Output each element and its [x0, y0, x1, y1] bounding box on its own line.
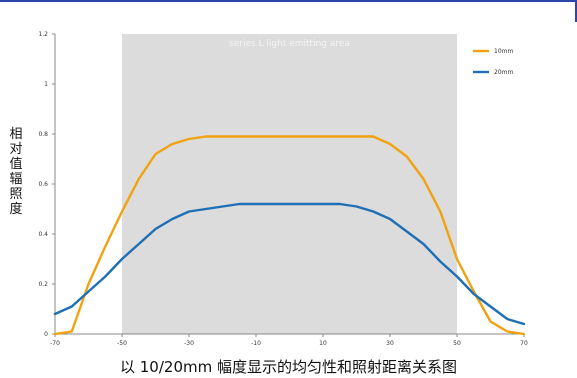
emitting-area-band: [122, 34, 457, 334]
y-axis-label: 相对值辐照度: [9, 127, 23, 217]
x-tick-label: -50: [117, 340, 127, 347]
x-tick-label: 50: [453, 340, 461, 347]
legend-label-20mm: 20mm: [494, 69, 513, 76]
y-tick-label: 0.2: [38, 281, 48, 288]
y-tick-label: 0.6: [38, 181, 48, 188]
x-tick-label: 30: [386, 340, 394, 347]
series-line-20mm: [53, 202, 526, 326]
irradiance-chart: series L light emitting area 0 0.2 0.4 0.6 0.…: [38, 31, 528, 347]
series-line-10mm: [53, 135, 526, 336]
slide-top-border: [0, 0, 577, 2]
x-tick-label: -10: [251, 340, 261, 347]
x-tick-label: 10: [319, 340, 327, 347]
y-tick-label: 0.8: [38, 131, 48, 138]
y-tick-label: 0: [44, 331, 48, 338]
y-tick-label: 1.2: [38, 31, 48, 38]
slide-corner-border: [575, 0, 577, 22]
y-tick-label: 0.4: [38, 231, 48, 238]
chart-caption: 以 10/20mm 幅度显示的均匀性和照射距离关系图: [120, 358, 457, 376]
x-tick-label: -70: [50, 340, 60, 347]
y-tick-label: 1: [44, 81, 48, 88]
x-tick-label: 70: [520, 340, 528, 347]
emitting-area-label: series L light emitting area: [229, 39, 350, 49]
x-tick-label: -30: [184, 340, 194, 347]
legend-label-10mm: 10mm: [494, 48, 513, 55]
